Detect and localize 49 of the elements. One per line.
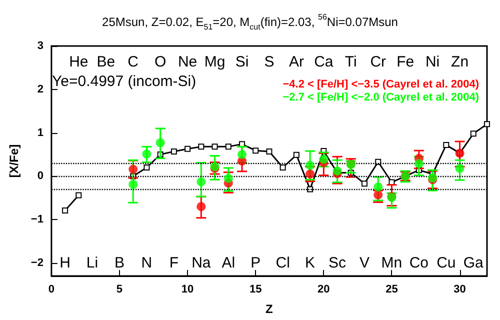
annotation: K [305,254,316,272]
annotation: C [128,54,139,70]
annotation: V [359,254,370,272]
x-tick-label: 10 [181,284,194,296]
text: −2.7 < [Fe/H] <−2.0 (Cayrel et al. 2004) [282,92,480,104]
annotation: Sc [328,254,347,272]
annotation: Si [235,54,249,70]
annotation: Mn [381,254,402,272]
annotation: Li [86,254,98,272]
text: −4.2 < [Fe/H] <−3.5 (Cayrel et al. 2004) [282,78,480,90]
annotation: O [154,54,166,70]
annotation: Zn [451,54,469,70]
annotation: P [250,254,261,272]
annotation: Ni [425,54,440,70]
annotation: Be [96,54,116,70]
annotation: H [60,254,70,272]
x-tick-label: 25 [386,284,398,296]
x-tick-label: 15 [249,284,262,296]
y-tick-label: 0 [37,170,44,182]
annotation: Mg [204,54,226,70]
annotation: S [264,54,274,70]
x-tick-label: 30 [454,284,466,296]
annotation: Na [192,254,212,272]
annotation: Ga [463,254,484,272]
annotation: N [141,254,152,272]
annotation: He [69,54,88,70]
annotation: Fe [396,54,414,70]
x-tick-label: 20 [318,284,330,296]
annotation: Cu [436,254,456,272]
annotation: Ne [178,54,198,70]
annotation: Ar [288,54,304,70]
y-tick-label: 1 [37,126,44,139]
annotation: Cl [276,254,290,272]
x-tick-label: 0 [48,284,55,296]
x-axis-title: Z [266,302,273,316]
y-tick-label: −2 [30,256,44,269]
annotation: Ti [344,54,357,70]
annotation: Ye=0.4997 (incom-Si) [52,73,196,90]
annotation: B [114,254,125,272]
y-tick-label: −1 [30,214,44,226]
y-tick-label: 3 [37,40,44,52]
annotation: Al [222,254,236,272]
y-axis-title: [X/Fe] [7,144,21,178]
x-tick-label: 5 [116,284,123,296]
annotation: Cr [370,54,386,70]
annotation: Co [409,254,429,272]
annotation: Ca [314,54,334,70]
annotation: F [169,254,179,272]
y-tick-label: 2 [37,83,44,96]
